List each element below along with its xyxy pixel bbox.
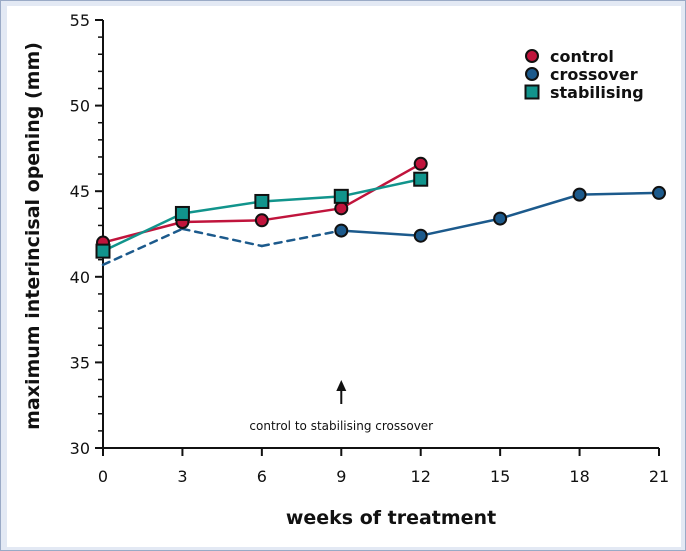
x-tick-label: 12 (411, 467, 431, 486)
stabilising-marker (413, 171, 429, 187)
chart-svg: 30 35 40 45 50 55 0 3 6 9 12 15 18 21 controlcrossove… (22, 11, 670, 529)
stabilising-segment (260, 195, 343, 203)
control-marker (334, 201, 349, 216)
x-tick-label: 3 (177, 467, 187, 486)
y-tick-label: 40 (70, 268, 90, 287)
x-tick-label: 0 (98, 467, 108, 486)
stabilising-segment (340, 177, 422, 198)
y-tick-label: 35 (70, 353, 90, 372)
stabilising-marker (174, 205, 190, 221)
crossover-segment (340, 229, 422, 237)
annotation-text: control to stabilising crossover (249, 419, 433, 433)
x-axis-label: weeks of treatment (286, 507, 496, 529)
stabilising-marker (95, 243, 111, 259)
crossover-segment (181, 227, 264, 248)
control-segment (260, 207, 343, 222)
stabilising-marker (254, 193, 270, 209)
stabilising-segment (181, 200, 264, 215)
control-marker (254, 213, 269, 228)
annotation-layer: control to stabilising crossover (249, 380, 433, 433)
control-marker (525, 49, 539, 63)
y-tick-label: 50 (70, 97, 90, 116)
annotation-arrow-head (336, 380, 347, 391)
legend-label-control: control (550, 47, 614, 66)
y-tick-label: 45 (70, 182, 90, 201)
stabilising-segment (101, 212, 184, 253)
x-tick-label: 18 (569, 467, 589, 486)
crossover-marker (572, 187, 587, 202)
control-segment (181, 219, 264, 224)
control-marker (413, 156, 428, 171)
series-crossover (101, 185, 666, 267)
axes: 30 35 40 45 50 55 0 3 6 9 12 15 18 21 (70, 11, 670, 486)
y-tick-label: 30 (70, 439, 90, 458)
control-segment (340, 162, 422, 210)
x-tick-label: 6 (257, 467, 267, 486)
x-tick-label: 15 (490, 467, 510, 486)
crossover-marker (413, 228, 428, 243)
y-axis-label: maximum interincisal opening (mm) (22, 42, 44, 430)
crossover-marker (493, 211, 508, 226)
series-layer (95, 156, 666, 267)
crossover-segment (498, 193, 581, 220)
stabilising-marker (524, 84, 540, 100)
x-tick-label: 21 (649, 467, 669, 486)
crossover-segment (578, 191, 661, 196)
x-tick-label: 9 (336, 467, 346, 486)
crossover-segment (101, 227, 184, 267)
legend-label-stabilising: stabilising (550, 83, 644, 102)
crossover-marker (652, 185, 666, 200)
series-stabilising (95, 171, 429, 259)
chart-panel: 30 35 40 45 50 55 0 3 6 9 12 15 18 21 control crossove… (7, 6, 681, 547)
y-tick-label: 55 (70, 11, 90, 30)
crossover-segment (260, 229, 343, 248)
crossover-marker (525, 67, 539, 81)
crossover-segment (419, 217, 502, 237)
legend-label-crossover: crossover (550, 65, 638, 84)
crossover-marker (334, 223, 349, 238)
stabilising-marker (333, 188, 349, 204)
